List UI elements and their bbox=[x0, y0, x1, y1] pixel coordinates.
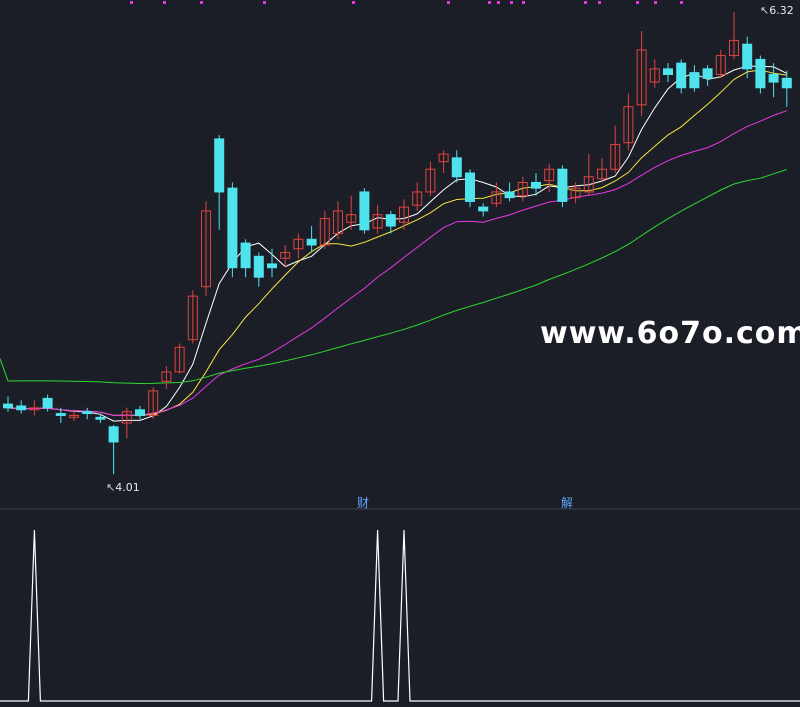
event-tag-finance[interactable]: 财 bbox=[357, 496, 370, 510]
event-dot bbox=[680, 1, 683, 4]
candle-down bbox=[306, 238, 317, 246]
ma60-line bbox=[0, 169, 787, 385]
event-dot bbox=[654, 1, 657, 4]
event-dot bbox=[510, 1, 513, 4]
candle-down bbox=[755, 58, 766, 89]
candle-down bbox=[451, 157, 462, 178]
candle-down bbox=[267, 263, 277, 269]
candle-up bbox=[187, 295, 198, 341]
event-dot bbox=[584, 1, 587, 4]
candle-down bbox=[465, 172, 475, 202]
event-dot bbox=[447, 1, 450, 4]
candle-up bbox=[69, 414, 79, 418]
candle-up bbox=[623, 106, 634, 144]
candle-up bbox=[425, 168, 436, 193]
candle-down bbox=[702, 68, 713, 79]
candle-up bbox=[333, 210, 343, 235]
candle-down bbox=[82, 411, 93, 415]
candle-up bbox=[729, 39, 739, 57]
candle-up bbox=[597, 168, 607, 180]
candle-up bbox=[201, 210, 211, 288]
event-tag-unlock[interactable]: 解 bbox=[561, 496, 574, 510]
candle-down bbox=[385, 214, 396, 227]
event-dot bbox=[130, 1, 133, 4]
event-dot bbox=[200, 1, 203, 4]
candle-down bbox=[214, 138, 225, 193]
event-dot bbox=[497, 1, 500, 4]
candle-down bbox=[663, 68, 673, 76]
candle-up bbox=[583, 176, 594, 193]
candle-down bbox=[781, 77, 792, 89]
low-price-label: ↖4.01 bbox=[106, 481, 140, 494]
candle-down bbox=[768, 74, 779, 83]
candle-up bbox=[636, 49, 647, 106]
candle-up bbox=[438, 153, 449, 163]
event-dot bbox=[263, 1, 266, 4]
candlestick-series bbox=[3, 12, 792, 475]
candle-up bbox=[148, 390, 159, 416]
event-dots-row bbox=[130, 1, 683, 4]
candle-up bbox=[491, 191, 502, 204]
indicator-grid bbox=[0, 554, 800, 685]
candle-down bbox=[240, 242, 251, 269]
candle-up bbox=[570, 187, 581, 199]
candle-up bbox=[161, 371, 172, 382]
candle-down bbox=[478, 206, 489, 212]
event-dot bbox=[598, 1, 601, 4]
candle-down bbox=[16, 405, 27, 411]
candle-up bbox=[399, 206, 409, 223]
high-price-label: ↖6.32 bbox=[760, 4, 794, 17]
candle-up bbox=[715, 55, 726, 76]
price-grid bbox=[0, 27, 800, 491]
watermark-text: www.6o7o.com bbox=[540, 316, 800, 351]
candle-down bbox=[42, 397, 53, 409]
arrow-icon: ↖ bbox=[760, 4, 770, 17]
candle-up bbox=[319, 217, 330, 246]
candle-up bbox=[280, 252, 291, 259]
candle-up bbox=[649, 68, 660, 83]
event-dot bbox=[352, 1, 355, 4]
candle-up bbox=[517, 181, 528, 197]
ma20-line bbox=[7, 110, 787, 416]
candle-up bbox=[346, 214, 357, 223]
event-dot bbox=[636, 1, 639, 4]
candle-up bbox=[174, 346, 185, 373]
event-dot bbox=[163, 1, 166, 4]
candle-down bbox=[689, 72, 700, 89]
candle-down bbox=[742, 43, 753, 70]
candle-up bbox=[372, 214, 383, 229]
ma5-line bbox=[7, 65, 788, 422]
candle-down bbox=[227, 187, 238, 269]
candle-down bbox=[676, 62, 687, 89]
candle-down bbox=[557, 168, 568, 202]
event-dot bbox=[488, 1, 491, 4]
candle-up bbox=[29, 407, 40, 411]
candle-down bbox=[531, 181, 541, 189]
candle-up bbox=[121, 411, 132, 424]
candle-down bbox=[55, 413, 66, 416]
arrow-icon: ↖ bbox=[106, 481, 116, 494]
candle-up bbox=[544, 168, 555, 182]
candle-down bbox=[504, 191, 515, 199]
candle-down bbox=[3, 403, 13, 409]
moving-average-lines bbox=[0, 65, 788, 422]
candle-down bbox=[253, 255, 264, 278]
candle-down bbox=[108, 426, 119, 443]
signal-indicator-line bbox=[0, 529, 800, 702]
candle-down bbox=[359, 191, 370, 231]
candle-up bbox=[610, 144, 621, 170]
candle-down bbox=[95, 416, 106, 420]
candle-down bbox=[135, 409, 145, 416]
event-dot bbox=[522, 1, 525, 4]
candle-up bbox=[293, 238, 304, 250]
candle-up bbox=[412, 191, 423, 206]
